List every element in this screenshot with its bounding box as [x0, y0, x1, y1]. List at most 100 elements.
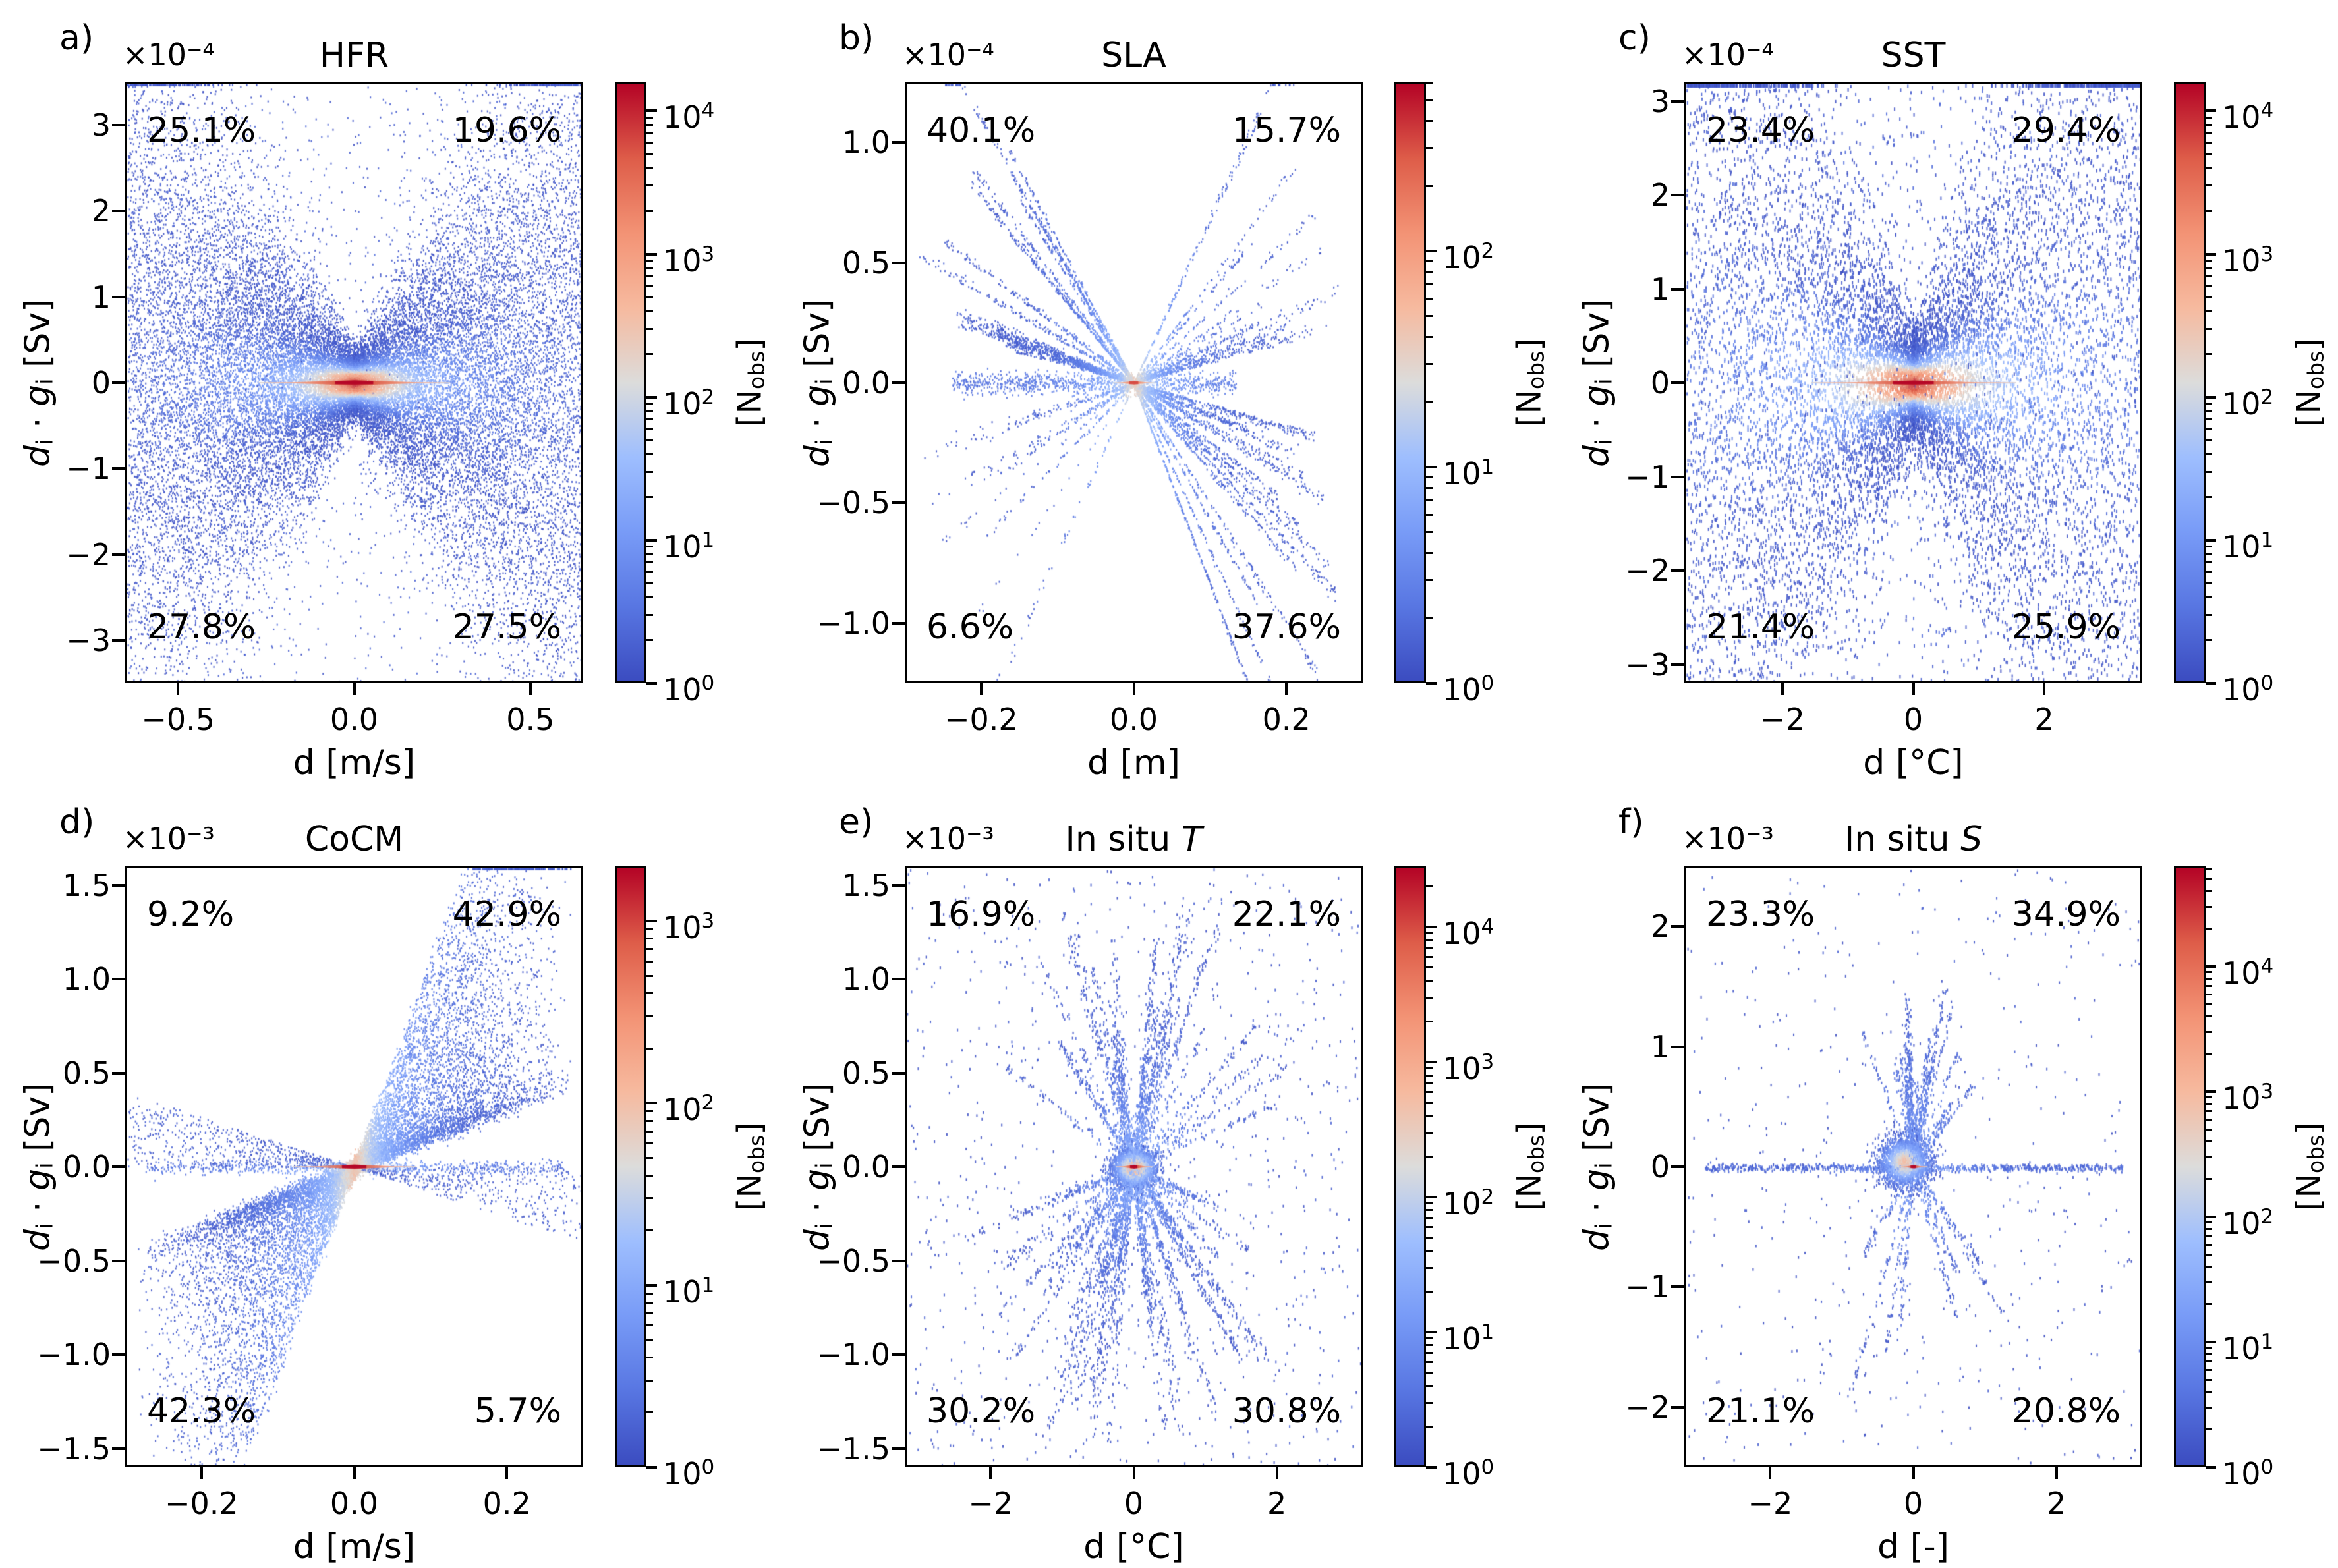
colorbar-minor-tick-mark	[1426, 1074, 1433, 1077]
colorbar-minor-tick-mark	[2206, 267, 2212, 269]
colorbar-tick-mark	[1426, 926, 1437, 929]
colorbar-minor-tick-mark	[1426, 1344, 1433, 1347]
x-tick-mark	[1769, 1467, 1772, 1479]
colorbar-minor-tick-mark	[2206, 310, 2212, 312]
x-tick-mark	[353, 1467, 356, 1479]
y-tick-mark	[112, 210, 125, 213]
colorbar-tick-label: 101	[2222, 1330, 2274, 1367]
colorbar-minor-tick-mark	[2206, 418, 2212, 420]
colorbar-minor-tick-mark	[2206, 470, 2212, 473]
y-tick-label: 1	[1650, 1028, 1670, 1065]
panel-letter: b)	[839, 18, 874, 58]
y-tick-mark	[1671, 1045, 1684, 1048]
y-tick-mark	[1671, 99, 1684, 103]
y-tick-label: 0.0	[841, 1149, 890, 1185]
colorbar-minor-tick-mark	[646, 267, 653, 269]
colorbar-tick-label: 101	[2222, 528, 2274, 565]
y-tick-label: −1.0	[37, 1337, 111, 1372]
percent-bottom-right: 25.9%	[2011, 607, 2121, 647]
y-tick-label: −0.5	[816, 485, 890, 521]
colorbar-minor-tick-mark	[646, 1411, 653, 1414]
colorbar-minor-tick-mark	[2206, 210, 2212, 212]
colorbar-minor-tick-mark	[2206, 1128, 2212, 1131]
colorbar-minor-tick-mark	[2206, 1303, 2212, 1306]
colorbar-minor-tick-mark	[1426, 1266, 1433, 1269]
colorbar-minor-tick-mark	[2206, 439, 2212, 441]
colorbar-minor-tick-mark	[2206, 971, 2212, 974]
y-tick-label: 0	[1650, 365, 1670, 401]
y-tick-mark	[892, 1071, 905, 1075]
percent-bottom-left: 30.2%	[927, 1391, 1036, 1431]
colorbar-minor-tick-mark	[2206, 1243, 2212, 1246]
x-axis-label: d [m/s]	[293, 1527, 416, 1567]
colorbar-minor-tick-mark	[2206, 1140, 2212, 1143]
y-tick-mark	[1671, 194, 1684, 196]
scatter-canvas	[127, 868, 581, 1465]
colorbar-tick-label: 102	[663, 385, 715, 422]
colorbar-label: [Nobs]	[2289, 1122, 2329, 1212]
colorbar-tick-mark	[646, 919, 657, 922]
colorbar-tick-mark	[646, 1102, 657, 1105]
percent-top-right: 42.9%	[452, 895, 561, 934]
plot-area: 25.1% 19.6% 27.8% 27.5%	[125, 82, 583, 683]
colorbar-tick-mark	[646, 1466, 657, 1469]
colorbar-tick-mark	[1426, 1196, 1437, 1199]
colorbar-tick-label: 100	[663, 1455, 715, 1492]
colorbar-minor-tick-mark	[1426, 1209, 1433, 1212]
colorbar-tick-mark	[646, 252, 657, 256]
colorbar-tick-label: 103	[2222, 242, 2274, 279]
y-tick-mark	[892, 141, 905, 144]
colorbar-tick-label: 102	[2222, 385, 2274, 422]
colorbar-minor-tick-mark	[2206, 1096, 2212, 1099]
colorbar-minor-tick-mark	[1426, 966, 1433, 969]
y-tick-mark	[112, 883, 125, 887]
colorbar-minor-tick-mark	[1426, 271, 1433, 273]
colorbar-minor-tick-mark	[646, 613, 653, 616]
colorbar-minor-tick-mark	[2206, 142, 2212, 144]
colorbar-minor-tick-mark	[1426, 1337, 1433, 1339]
colorbar-minor-tick-mark	[2206, 1102, 2212, 1105]
colorbar-tick-mark	[646, 682, 657, 685]
y-tick-label: −1.0	[816, 1337, 890, 1372]
y-tick-label: −3	[1625, 646, 1670, 683]
colorbar-minor-tick-mark	[2206, 1221, 2212, 1224]
y-tick-mark	[892, 1165, 905, 1168]
y-tick-mark	[1671, 569, 1684, 572]
colorbar-minor-tick-mark	[1426, 283, 1433, 286]
colorbar-minor-tick-mark	[2206, 260, 2212, 262]
y-tick-label: 2	[1650, 177, 1670, 213]
y-tick-mark	[892, 883, 905, 887]
colorbar-tick-label: 101	[663, 528, 715, 565]
percent-top-right: 15.7%	[1232, 111, 1341, 150]
percent-top-right: 22.1%	[1232, 895, 1341, 934]
scatter-canvas	[1686, 84, 2140, 681]
colorbar-minor-tick-mark	[1426, 1067, 1433, 1070]
colorbar-minor-tick-mark	[1426, 956, 1433, 959]
colorbar-minor-tick-mark	[2206, 132, 2212, 134]
colorbar-tick-label: 103	[663, 909, 715, 945]
colorbar-minor-tick-mark	[2206, 546, 2212, 548]
colorbar-minor-tick-mark	[2206, 327, 2212, 330]
x-axis-label: d [°C]	[1863, 743, 1964, 783]
colorbar-minor-tick-mark	[646, 123, 653, 126]
colorbar-minor-tick-mark	[1426, 99, 1433, 101]
colorbar-minor-tick-mark	[2206, 275, 2212, 277]
y-tick-label: 0.0	[841, 365, 890, 401]
plot-area: 23.4% 29.4% 21.4% 25.9%	[1684, 82, 2142, 683]
colorbar-minor-tick-mark	[2206, 1109, 2212, 1112]
x-tick-label: 0.2	[482, 1486, 531, 1521]
colorbar-minor-tick-mark	[2206, 639, 2212, 642]
x-tick-label: −0.2	[164, 1486, 239, 1521]
colorbar-tick-label: 101	[1442, 455, 1495, 491]
y-tick-mark	[1671, 1165, 1684, 1168]
colorbar-tick-mark	[2206, 252, 2216, 256]
x-axis-label: d [m]	[1087, 743, 1180, 783]
colorbar-tick-mark	[2206, 965, 2216, 968]
colorbar-tick-label: 100	[2222, 1455, 2274, 1492]
colorbar-tick-mark	[2206, 682, 2216, 685]
panel-letter: e)	[839, 802, 874, 842]
percent-bottom-right: 30.8%	[1232, 1391, 1341, 1431]
percent-top-left: 16.9%	[927, 895, 1036, 934]
y-tick-label: 1.0	[841, 125, 890, 161]
colorbar-minor-tick-mark	[2206, 1428, 2212, 1431]
